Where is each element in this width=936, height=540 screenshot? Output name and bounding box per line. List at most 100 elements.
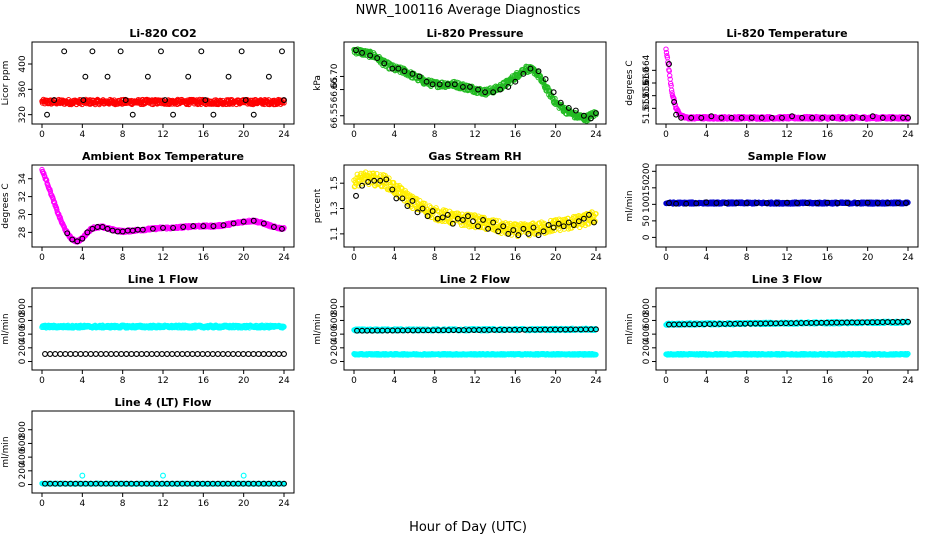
average-point [399,195,406,202]
average-point [281,351,287,357]
y-tick-label: 32 [18,191,28,202]
average-point [198,48,205,55]
average-point [512,78,519,85]
x-tick-label: 20 [238,130,250,140]
average-point [520,225,527,232]
y-tick-label: 51.652 [642,93,652,125]
average-point [799,114,806,121]
raw-point [671,96,677,102]
average-point [535,68,542,75]
average-point [194,351,201,357]
average-point [753,200,760,206]
average-point [104,73,111,80]
average-point [565,219,572,226]
average-point [510,227,517,234]
average-point [572,107,579,114]
x-tick-label: 4 [703,253,709,263]
x-tick-label: 24 [902,253,914,263]
x-tick-label: 0 [39,376,45,386]
figure-xlabel: Hour of Day (UTC) [409,520,527,535]
average-point [482,89,489,96]
raw-point [496,218,502,224]
average-point [179,351,186,357]
average-point [87,351,94,357]
x-tick-label: 12 [157,253,168,263]
average-point [889,114,896,121]
average-point [834,200,841,206]
average-point [903,200,909,206]
average-point [459,216,466,223]
average-point [160,224,166,231]
average-point [550,224,557,231]
x-tick-label: 20 [238,376,250,386]
average-point [80,97,87,104]
average-point [235,351,242,357]
x-tick-label: 4 [79,376,85,386]
average-point [144,73,151,80]
y-tick-label: 66.70 [330,63,340,89]
average-point [220,351,226,357]
raw-point [51,199,58,206]
x-tick-label: 16 [822,253,834,263]
x-tick-label: 8 [432,253,438,263]
raw-point [663,49,670,56]
raw-point [402,190,408,197]
raw-point [667,80,674,87]
x-tick-label: 20 [862,130,874,140]
average-point [475,223,481,230]
x-tick-label: 0 [351,253,357,263]
average-point [64,230,71,237]
raw-point [390,179,397,186]
average-point [190,223,197,230]
x-tick-label: 24 [278,376,290,386]
figure-title: NWR_100116 Average Diagnostics [356,3,581,18]
average-point [768,114,775,121]
average-point [819,114,826,121]
average-point [869,113,876,120]
average-point [671,99,678,105]
average-point [423,78,430,85]
average-point [371,177,378,184]
average-point [169,351,176,357]
x-tick-label: 0 [39,253,45,263]
average-point [814,200,821,206]
average-point [527,65,534,72]
average-point [784,199,790,206]
average-point [170,111,177,118]
average-point [74,238,81,245]
average-point [359,182,366,189]
average-point [520,70,527,77]
y-tick-label: 150 [642,179,652,196]
average-point [666,61,672,67]
average-point [108,351,115,357]
raw-point [422,200,428,207]
x-tick-label: 12 [469,253,480,263]
average-point [673,111,680,118]
y-tick-label: 200 [642,162,652,179]
average-point [159,351,165,357]
average-point [275,351,282,357]
x-tick-label: 4 [391,253,397,263]
x-tick-label: 12 [469,130,480,140]
plot-area [351,325,599,358]
average-point [79,235,86,242]
plot-area [351,169,599,240]
plot-area [663,46,911,122]
average-point [530,224,537,231]
raw-point [593,211,599,217]
average-point [69,236,76,243]
x-tick-label: 0 [663,253,669,263]
average-point [490,89,497,96]
average-point [204,351,211,357]
y-axis-label: kPa [313,75,323,91]
average-point [52,351,59,357]
average-point [250,111,257,118]
average-point [389,186,396,193]
average-point [353,47,359,54]
average-point [500,223,507,230]
average-point [174,351,181,357]
average-point [104,225,111,232]
